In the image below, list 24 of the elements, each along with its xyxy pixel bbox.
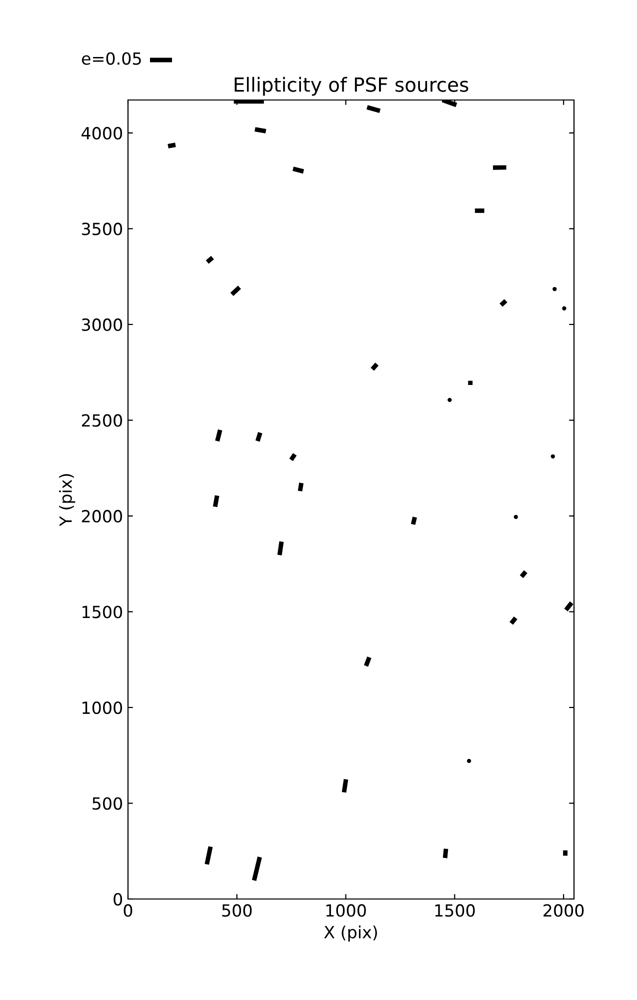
chart-title: Ellipticity of PSF sources — [234, 76, 468, 96]
y-tick-label: 1500 — [82, 606, 122, 618]
y-axis-title: Y (pix) — [59, 474, 76, 526]
y-tick-label: 1000 — [82, 701, 122, 714]
y-tick-label: 3500 — [82, 222, 122, 236]
text: e=0.05 — [82, 52, 141, 65]
x-tick-label: 500 — [222, 904, 252, 917]
point — [466, 758, 472, 763]
y-tick-label: 4000 — [82, 126, 122, 140]
x-tick-label: 1000 — [326, 904, 366, 917]
y-tick-label: 0 — [114, 892, 122, 906]
point — [448, 398, 452, 402]
x-axis-title: X (pix) — [324, 926, 377, 942]
y-tick-label: 2000 — [82, 510, 122, 523]
y-tick-label: 3000 — [82, 318, 122, 332]
point — [550, 454, 555, 458]
y-tick-label: 500 — [92, 797, 122, 810]
x-tick-label: 0 — [124, 904, 132, 917]
y-tick-label: 2500 — [82, 414, 122, 427]
point — [562, 306, 566, 310]
x-tick-label: 2000 — [544, 904, 584, 917]
point — [552, 286, 557, 292]
point — [514, 514, 518, 520]
x-tick-label: 1500 — [435, 904, 475, 917]
